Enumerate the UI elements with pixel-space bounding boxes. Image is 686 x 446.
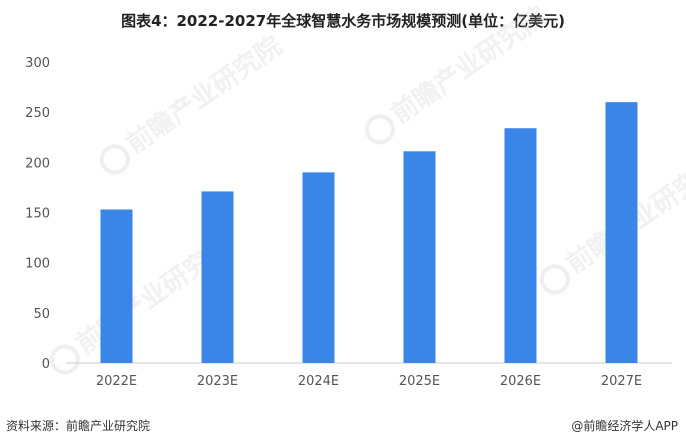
x-tick-label: 2025E [399,374,440,389]
bar [504,128,537,363]
y-tick-label: 300 [25,56,50,71]
y-tick-label: 200 [25,156,50,171]
source-note: 资料来源：前瞻产业研究院 [6,419,151,433]
y-tick-label: 150 [25,207,50,222]
x-tick-label: 2027E [601,374,642,389]
chart-title: 图表4：2022-2027年全球智慧水务市场规模预测(单位：亿美元) [121,12,565,30]
x-tick-label: 2022E [96,374,137,389]
bar [201,191,234,363]
x-tick-label: 2023E [197,374,238,389]
y-tick-label: 100 [25,257,50,272]
y-tick-label: 50 [33,307,50,322]
brand-note: @前瞻经济学人APP [571,419,678,433]
bar [403,151,436,363]
bar [100,209,133,363]
bar [605,102,638,363]
y-tick-label: 0 [42,357,50,372]
bar [302,172,335,363]
x-tick-label: 2024E [298,374,339,389]
y-tick-label: 250 [25,106,50,121]
x-tick-label: 2026E [500,374,541,389]
